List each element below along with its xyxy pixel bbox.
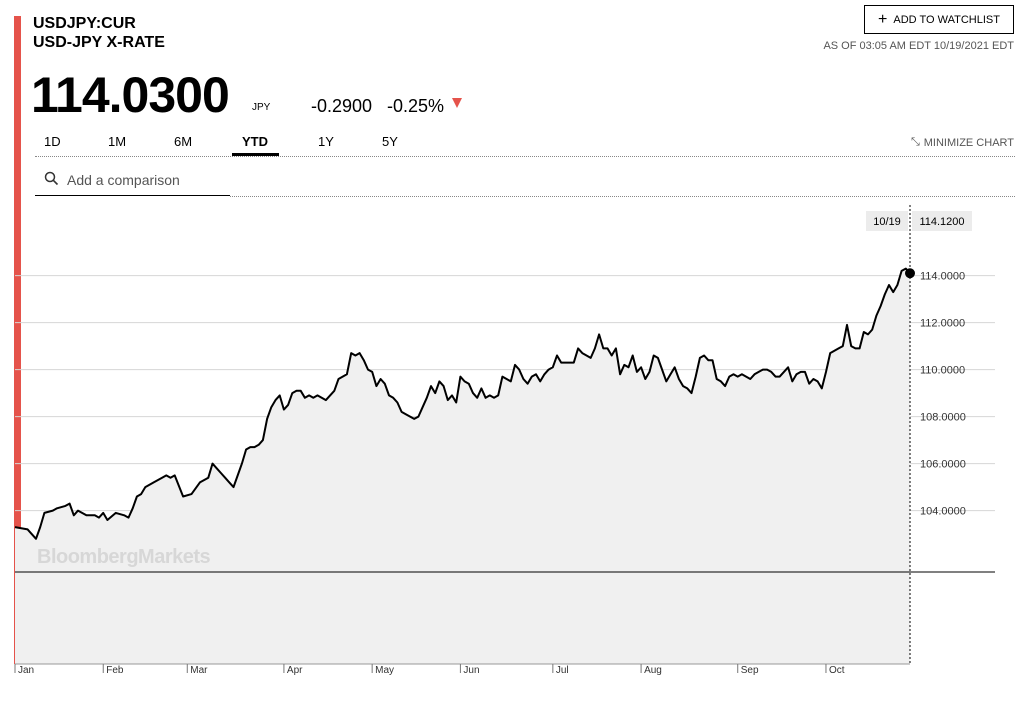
x-tick-label: Sep: [741, 665, 759, 676]
y-tick-label: 106.0000: [920, 459, 966, 471]
search-icon: [44, 171, 59, 186]
x-tick-label: May: [375, 665, 394, 676]
y-tick-label: 108.0000: [920, 412, 966, 424]
percent-change: -0.25%: [387, 96, 445, 116]
y-tick-label: 112.0000: [920, 318, 965, 330]
current-price: 114.0300: [31, 67, 230, 123]
area-fill: [15, 268, 910, 664]
tooltip-date-box: [866, 211, 908, 231]
minimize-chart-button[interactable]: ⤡ MINIMIZE CHART: [911, 136, 1014, 149]
plus-icon: +: [878, 10, 888, 28]
down-arrow-icon: [452, 98, 462, 108]
currency-label: JPY: [252, 102, 271, 113]
range-tabs: 1D 1M 6M YTD 1Y 5Y: [35, 132, 1015, 157]
comparison-input[interactable]: [65, 168, 229, 192]
y-tick-label: 104.0000: [920, 506, 966, 518]
x-tick-label: Jan: [18, 665, 34, 676]
x-tick-label: Jul: [556, 665, 569, 676]
last-point-marker: [905, 268, 915, 279]
tooltip-value-box: [912, 211, 972, 231]
tab-ytd[interactable]: YTD: [242, 134, 268, 149]
x-tick-label: Apr: [287, 665, 303, 676]
minimize-icon: ⤡: [910, 136, 920, 148]
as-of-timestamp: AS OF 03:05 AM EDT 10/19/2021 EDT: [823, 40, 1014, 52]
x-tick-label: Mar: [190, 665, 208, 676]
active-tab-underline: [232, 153, 279, 156]
y-tick-label: 114.0000: [920, 271, 965, 283]
x-tick-label: Aug: [644, 665, 662, 676]
add-to-watchlist-button[interactable]: + ADD TO WATCHLIST: [864, 5, 1014, 34]
tab-1d[interactable]: 1D: [44, 134, 61, 149]
divider: [230, 196, 1015, 197]
x-tick-label: Feb: [106, 665, 124, 676]
tab-1m[interactable]: 1M: [108, 134, 127, 149]
price-change: -0.2900: [311, 96, 373, 116]
comparison-search: [35, 164, 230, 196]
tab-6m[interactable]: 6M: [174, 134, 193, 149]
tooltip-value: 114.1200: [919, 216, 964, 228]
x-tick-label: Oct: [829, 665, 845, 676]
watchlist-label: ADD TO WATCHLIST: [893, 13, 1000, 26]
y-tick-label: 110.0000: [920, 365, 965, 377]
ticker-symbol: USDJPY:CUR: [33, 15, 136, 32]
minimize-label: MINIMIZE CHART: [923, 136, 1014, 149]
series-line: [14, 267, 911, 540]
tab-1y[interactable]: 1Y: [318, 134, 334, 149]
tab-5y[interactable]: 5Y: [382, 134, 398, 149]
x-tick-label: Jun: [463, 665, 479, 676]
tooltip-date: 10/19: [873, 216, 901, 228]
watermark: BloombergMarkets: [37, 546, 211, 568]
accent-bar: [14, 16, 21, 664]
security-name: USD-JPY X-RATE: [33, 34, 165, 51]
